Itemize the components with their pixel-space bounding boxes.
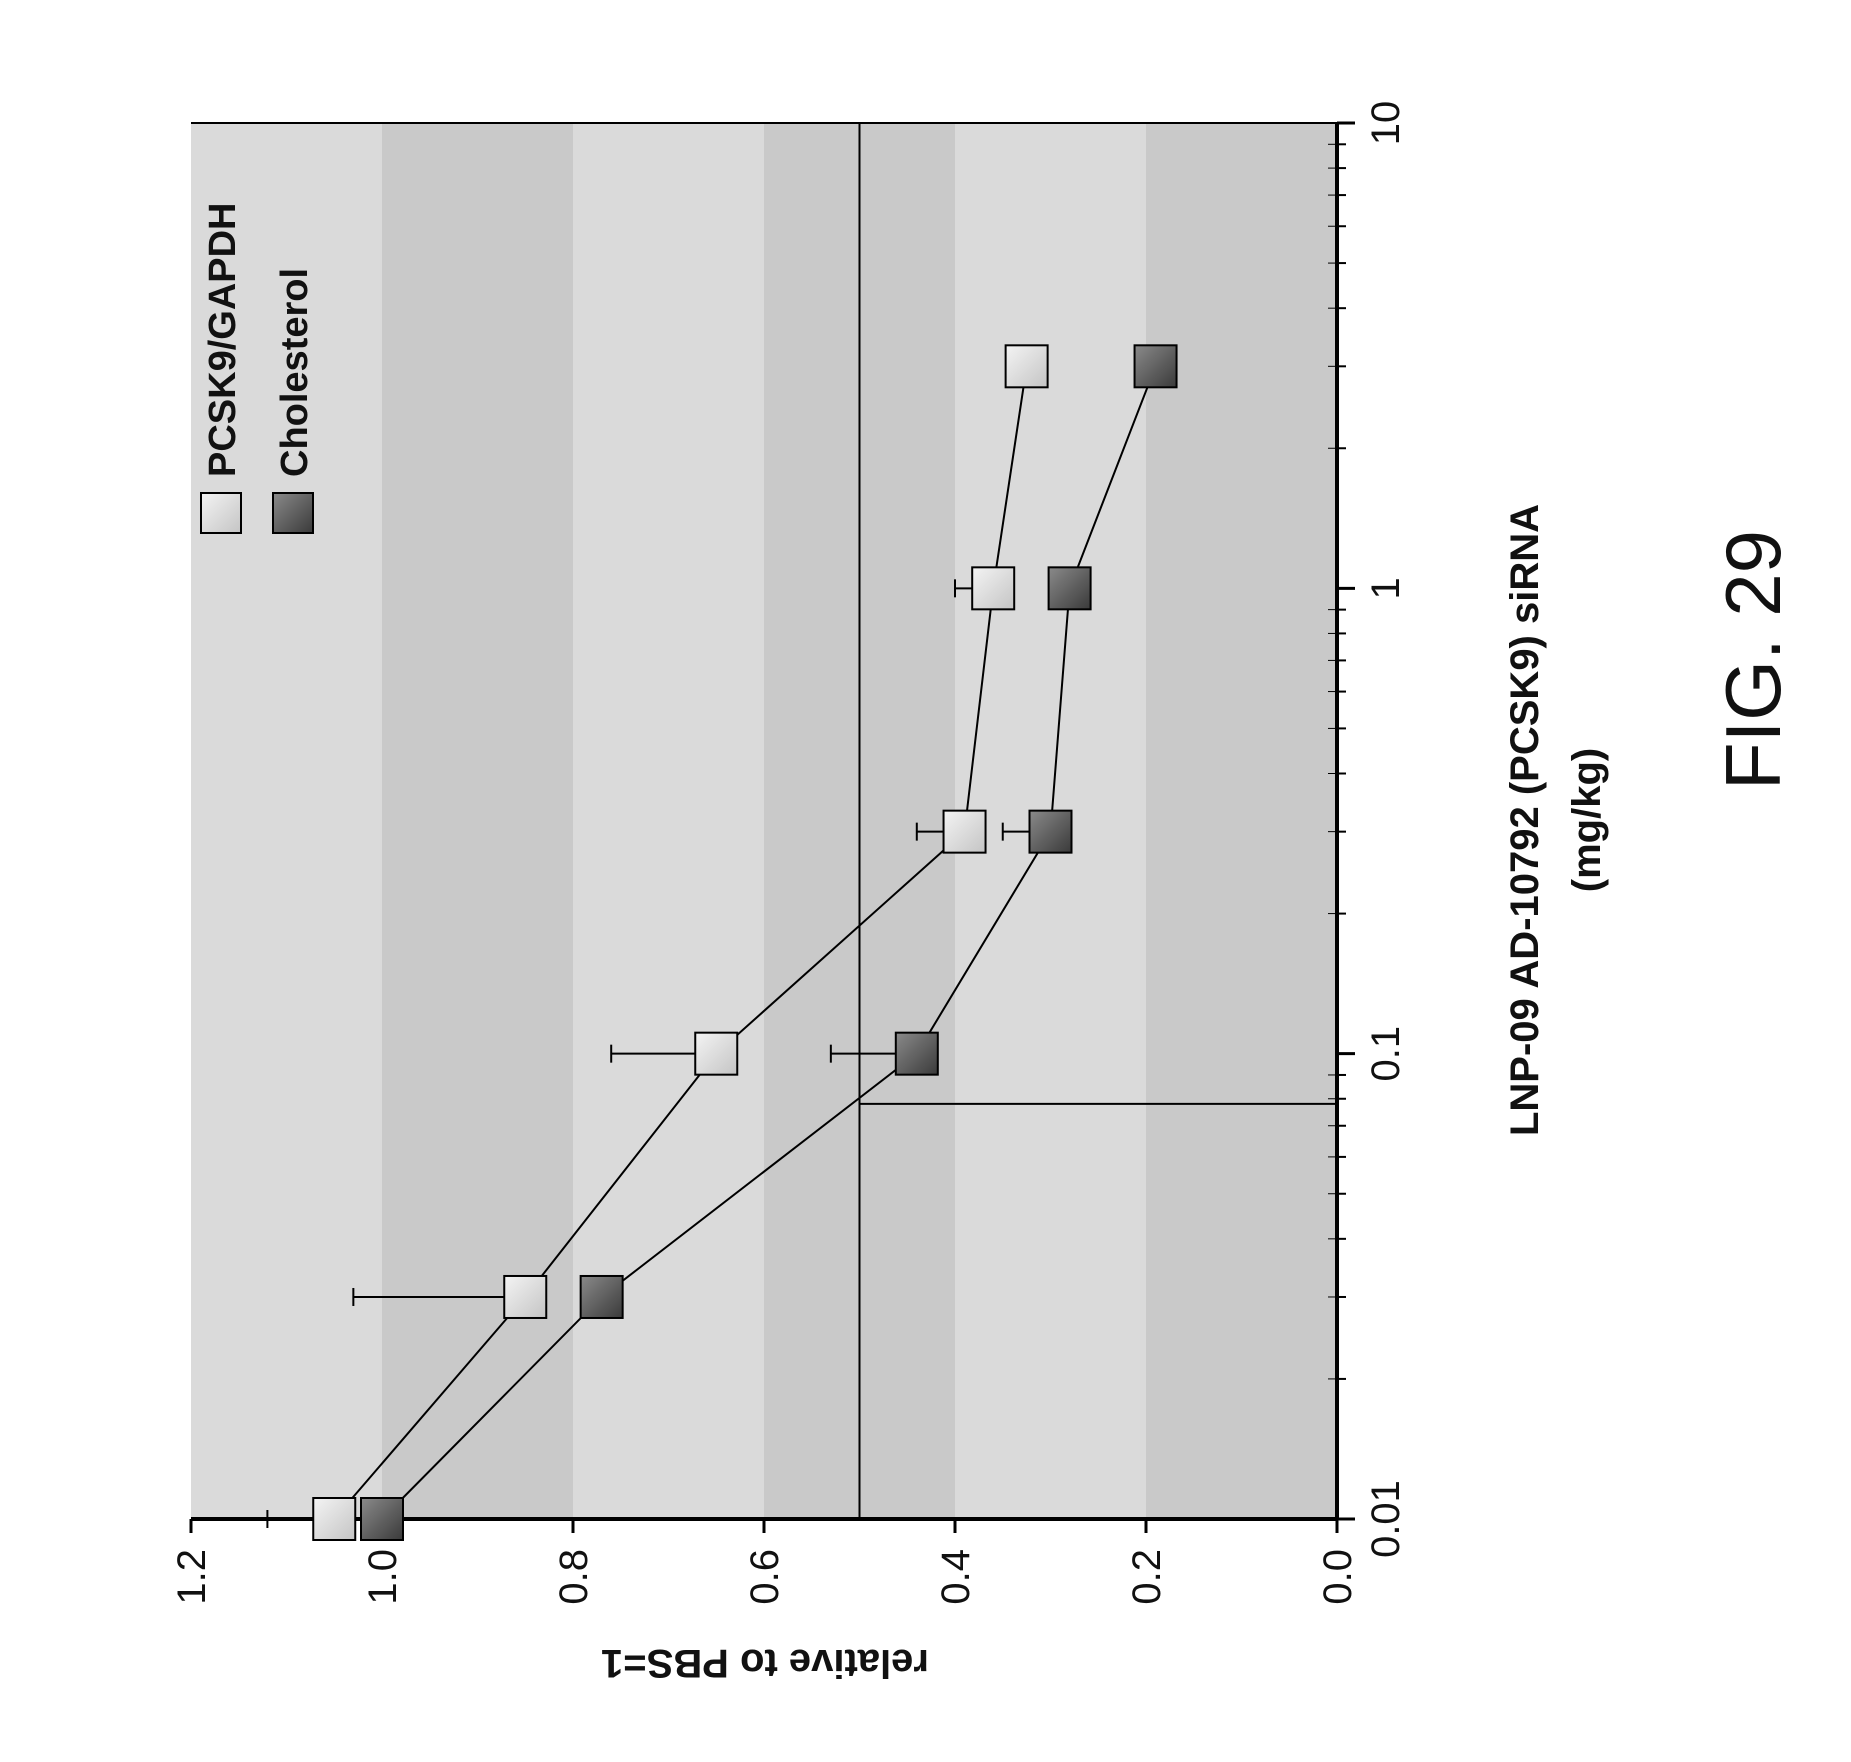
data-point [503,1274,548,1319]
legend-marker [200,492,242,534]
series [266,344,1178,1541]
x-axis-units: (mg/kg) [1565,748,1609,892]
y-tick-label: 0.4 [934,1549,978,1605]
background-bands [191,123,1337,1519]
data-point [579,1274,624,1319]
data-point [1047,566,1092,611]
y-tick-label: 0.6 [743,1549,787,1605]
data-point [1028,809,1073,854]
y-tick-label: 1.2 [170,1549,214,1605]
data-point [694,1031,739,1076]
y-tick-label: 0.2 [1125,1549,1169,1605]
series-line [381,365,1157,1520]
data-point [894,1031,939,1076]
data-point [1004,344,1049,389]
band [1146,123,1337,1519]
legend: PCSK9/GAPDH Cholesterol [200,203,316,534]
data-point [1133,344,1178,389]
series-line [333,366,1028,1520]
data-point [942,809,987,854]
data-point [312,1497,357,1541]
data-point [360,1497,404,1541]
x-tick-label: 0.1 [1364,1026,1408,1082]
figure-label: FIG. 29 [1709,530,1797,790]
y-tick-label: 0.8 [552,1549,596,1605]
data-point [971,566,1016,611]
x-tick-label: 10 [1364,101,1408,146]
y-axis-label: relative to PBS=1 [601,1641,929,1685]
band [191,123,382,1519]
x-tick-label: 0.01 [1364,1480,1408,1558]
labels: relative to PBS=1 LNP-09 AD-10792 (PCSK9… [601,504,1797,1685]
y-tick-label: 1.0 [361,1549,405,1605]
legend-label: Cholesterol [274,268,316,477]
x-axis-label: LNP-09 AD-10792 (PCSK9) siRNA [1503,504,1547,1136]
legend-marker [272,492,314,534]
y-tick-label: 0.0 [1316,1549,1360,1605]
reference-lines [191,122,1337,1519]
x-tick-label: 1 [1364,577,1408,599]
legend-label: PCSK9/GAPDH [202,203,244,478]
